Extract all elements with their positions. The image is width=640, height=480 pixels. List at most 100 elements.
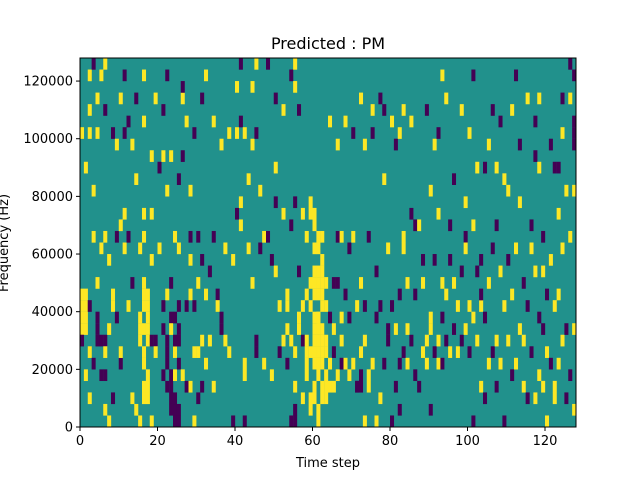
- heatmap-cell: [459, 104, 464, 116]
- heatmap-cell: [312, 392, 317, 405]
- heatmap-cell: [541, 230, 546, 243]
- heatmap-cell: [269, 369, 274, 382]
- heatmap-cell: [393, 138, 398, 151]
- heatmap-cell: [173, 334, 178, 347]
- heatmap-cell: [490, 346, 495, 358]
- heatmap-cell: [238, 58, 243, 70]
- heatmap-cell: [103, 104, 108, 116]
- heatmap-cell: [204, 357, 209, 370]
- heatmap-cell: [362, 300, 367, 312]
- heatmap-cell: [517, 196, 522, 209]
- heatmap-cell: [204, 288, 209, 301]
- heatmap-cell: [134, 403, 139, 416]
- heatmap-cell: [304, 369, 309, 382]
- heatmap-cell: [273, 161, 278, 174]
- heatmap-cell: [308, 207, 313, 220]
- heatmap-cell: [533, 115, 538, 128]
- heatmap-cell: [83, 288, 88, 301]
- heatmap-cell: [320, 300, 325, 312]
- heatmap-cell: [506, 254, 511, 266]
- heatmap-cell: [103, 334, 108, 347]
- heatmap-cell: [165, 184, 170, 197]
- heatmap-cell: [328, 115, 333, 128]
- heatmap-cell: [328, 357, 333, 370]
- heatmap-cell: [324, 300, 329, 312]
- heatmap-cell: [300, 334, 305, 347]
- heatmap-cell: [293, 58, 298, 70]
- heatmap-cell: [258, 184, 263, 197]
- heatmap-cell: [142, 346, 147, 358]
- heatmap-cell: [316, 415, 321, 428]
- heatmap-cell: [126, 300, 131, 312]
- heatmap-cell: [440, 277, 445, 289]
- heatmap-cell: [87, 69, 92, 82]
- heatmap-cell: [173, 403, 178, 416]
- heatmap-cell: [196, 230, 201, 243]
- heatmap-cell: [564, 392, 569, 405]
- heatmap-cell: [417, 380, 422, 393]
- heatmap-cell: [142, 300, 147, 312]
- heatmap-cell: [114, 311, 119, 324]
- heatmap-cell: [145, 323, 150, 335]
- heatmap-cell: [188, 254, 193, 266]
- heatmap-cell: [312, 277, 317, 289]
- heatmap-cell: [114, 230, 119, 243]
- heatmap-cell: [572, 115, 577, 128]
- heatmap-cell: [169, 150, 174, 162]
- heatmap-cell: [173, 230, 178, 243]
- heatmap-cell: [401, 230, 406, 243]
- heatmap-cell: [324, 380, 329, 393]
- heatmap-cell: [142, 288, 147, 301]
- x-axis-label: Time step: [295, 456, 360, 471]
- heatmap-cells: [80, 58, 577, 428]
- heatmap-cell: [293, 346, 298, 358]
- heatmap-cell: [386, 323, 391, 335]
- heatmap-cell: [328, 311, 333, 324]
- heatmap-cell: [173, 415, 178, 428]
- heatmap-cell: [444, 288, 449, 301]
- heatmap-cell: [452, 323, 457, 335]
- heatmap-cell: [479, 254, 484, 266]
- heatmap-cell: [316, 346, 321, 358]
- heatmap-cell: [467, 346, 472, 358]
- heatmap-cell: [169, 277, 174, 289]
- heatmap-cell: [95, 92, 100, 105]
- heatmap-cell: [250, 138, 255, 151]
- heatmap-cell: [413, 369, 418, 382]
- heatmap-cell: [424, 357, 429, 370]
- heatmap-cell: [362, 138, 367, 151]
- heatmap-cell: [324, 369, 329, 382]
- heatmap-cell: [165, 69, 170, 82]
- heatmap-cell: [316, 403, 321, 416]
- heatmap-cell: [382, 104, 387, 116]
- heatmap-cell: [479, 300, 484, 312]
- heatmap-cell: [293, 415, 298, 428]
- heatmap-cell: [145, 311, 150, 324]
- y-tick-label: 40000: [32, 305, 73, 320]
- heatmap-cell: [572, 69, 577, 82]
- heatmap-cell: [142, 69, 147, 82]
- heatmap-cell: [277, 300, 282, 312]
- heatmap-cell: [83, 311, 88, 324]
- heatmap-cell: [517, 323, 522, 335]
- heatmap-cell: [285, 323, 290, 335]
- heatmap-cell: [215, 288, 220, 301]
- heatmap-cell: [568, 230, 573, 243]
- heatmap-cell: [308, 392, 313, 405]
- heatmap-cell: [192, 346, 197, 358]
- heatmap-cell: [145, 300, 150, 312]
- heatmap-cell: [436, 334, 441, 347]
- heatmap-cell: [130, 277, 135, 289]
- y-tick-label: 0: [65, 421, 73, 436]
- heatmap-cell: [463, 196, 468, 209]
- x-axis: 0 20 40 60 80 100 120: [76, 427, 557, 449]
- heatmap-cell: [572, 127, 577, 139]
- heatmap-cell: [227, 346, 232, 358]
- heatmap-cell: [87, 346, 92, 358]
- heatmap-cell: [366, 369, 371, 382]
- x-tick-label: 100: [455, 434, 480, 449]
- heatmap-cell: [111, 300, 116, 312]
- heatmap-cell: [386, 242, 391, 255]
- heatmap-cell: [320, 392, 325, 405]
- heatmap-cell: [452, 173, 457, 185]
